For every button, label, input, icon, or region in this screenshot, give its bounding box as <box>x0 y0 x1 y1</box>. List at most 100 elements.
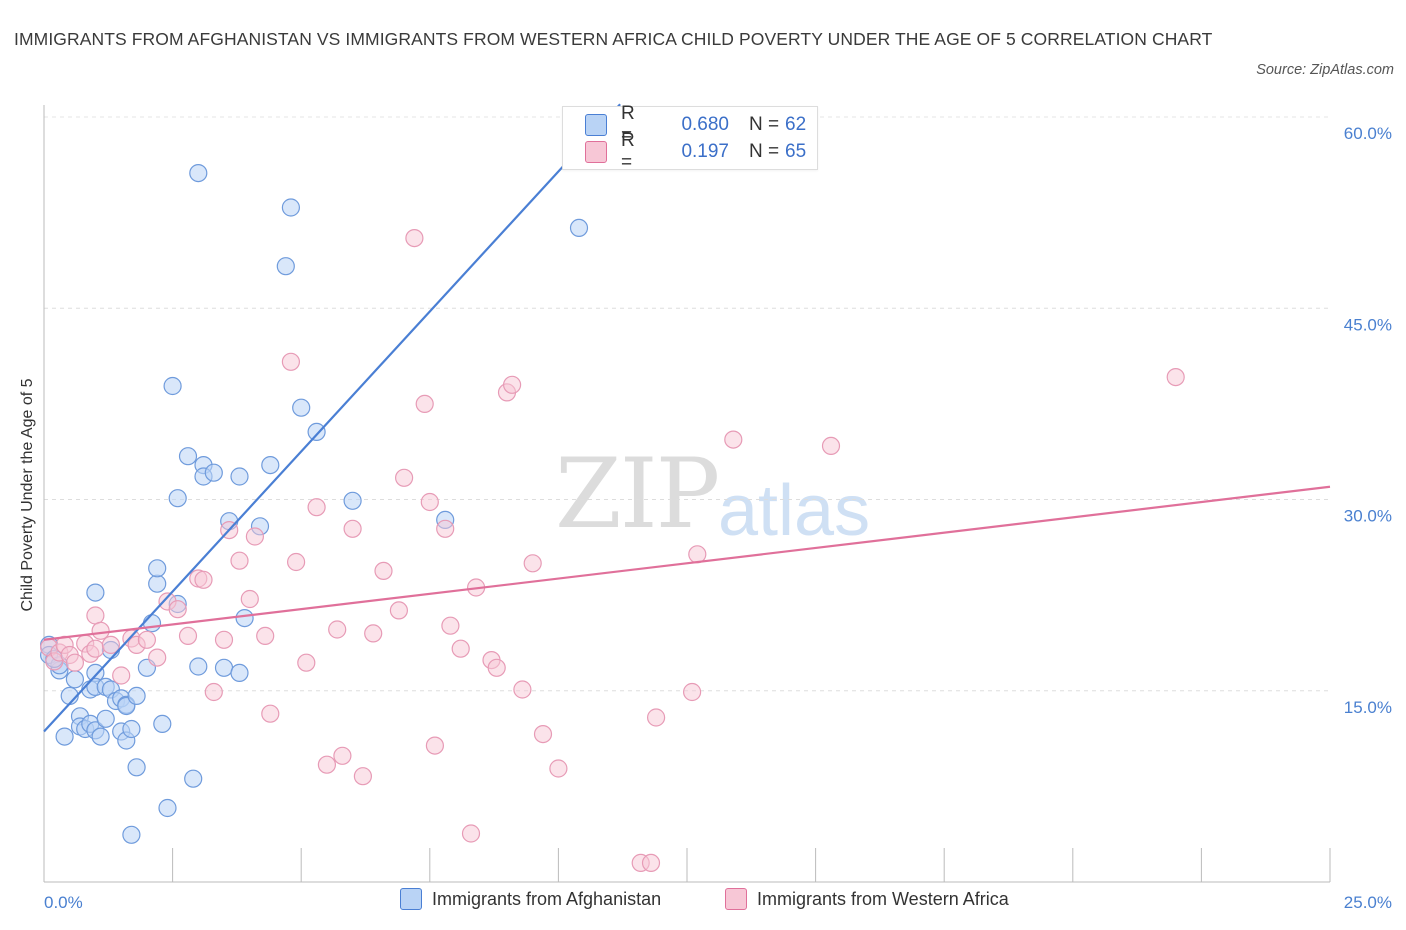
data-point <box>502 375 522 394</box>
data-point <box>142 614 162 633</box>
data-point <box>148 574 167 593</box>
data-point <box>533 724 553 744</box>
data-point <box>86 583 105 602</box>
data-point <box>389 601 408 620</box>
data-point <box>137 630 156 649</box>
legend-r-value: 0.680 <box>681 114 729 135</box>
x-tick-label: 0.0% <box>44 893 83 912</box>
data-point <box>307 422 326 441</box>
data-point <box>353 767 372 786</box>
data-point <box>168 600 187 619</box>
legend-swatch-blue <box>400 888 422 910</box>
legend-item-afghanistan: Immigrants from Afghanistan <box>400 888 661 910</box>
legend-n-label: N = <box>749 141 780 162</box>
data-point <box>343 491 362 510</box>
data-point <box>230 663 249 683</box>
data-point <box>333 746 352 765</box>
data-point <box>91 727 110 746</box>
data-point <box>55 727 74 746</box>
data-point <box>235 608 254 628</box>
y-tick-label: 60.0% <box>1344 124 1392 143</box>
trend-line <box>43 485 1331 641</box>
data-point <box>569 218 589 237</box>
data-point <box>420 492 439 512</box>
data-point <box>189 164 208 183</box>
data-point <box>86 639 105 658</box>
data-point <box>1166 368 1185 387</box>
trend-line <box>43 103 621 733</box>
data-point <box>65 653 85 672</box>
data-point <box>163 376 182 396</box>
legend-swatch-pink <box>585 141 607 163</box>
data-point <box>127 758 146 777</box>
data-point <box>189 657 208 676</box>
data-point <box>256 626 275 646</box>
x-tick-label: 25.0% <box>1344 893 1392 912</box>
data-point <box>364 624 383 643</box>
data-point <box>328 620 347 639</box>
legend-r-label: R = <box>621 103 635 146</box>
watermark-zip: ZIP <box>555 438 720 550</box>
data-point <box>214 630 234 649</box>
legend-r-value: 0.197 <box>681 141 729 162</box>
data-point <box>395 468 414 487</box>
data-point <box>281 198 300 217</box>
data-point <box>96 709 115 728</box>
data-point <box>549 759 568 778</box>
data-point <box>297 653 316 672</box>
data-point <box>153 714 172 734</box>
data-point <box>374 561 393 581</box>
data-point <box>461 824 481 843</box>
data-point <box>287 552 306 572</box>
series-legend: Immigrants from Afghanistan Immigrants f… <box>0 888 1406 916</box>
data-point <box>441 616 460 635</box>
data-point <box>261 704 280 723</box>
legend-label-western-africa: Immigrants from Western Africa <box>757 888 1009 909</box>
data-point <box>86 606 105 625</box>
data-point <box>513 680 532 699</box>
data-point <box>214 658 234 677</box>
legend-r-label: R = <box>621 130 635 173</box>
data-point <box>487 658 506 677</box>
y-tick-label: 30.0% <box>1344 507 1392 526</box>
series-western-africa <box>39 148 1185 873</box>
source-credit: Source: ZipAtlas.com <box>1256 62 1394 78</box>
chart-title: IMMIGRANTS FROM AFGHANISTAN VS IMMIGRANT… <box>14 29 1213 49</box>
data-point <box>415 394 434 413</box>
data-point <box>127 686 146 706</box>
legend-n-value: 65 <box>785 141 807 162</box>
data-point <box>65 670 85 689</box>
data-point <box>646 708 666 727</box>
data-point <box>281 352 300 371</box>
data-point <box>436 519 455 538</box>
data-point <box>122 825 141 844</box>
data-point <box>168 489 187 508</box>
watermark-atlas: atlas <box>718 471 871 551</box>
data-point <box>307 498 326 517</box>
data-point <box>405 229 424 248</box>
data-point <box>178 626 198 646</box>
data-point <box>821 436 841 455</box>
data-point <box>240 589 259 609</box>
legend-label-afghanistan: Immigrants from Afghanistan <box>432 888 662 909</box>
data-point <box>317 755 336 774</box>
data-point <box>230 551 249 570</box>
data-point <box>230 467 249 486</box>
data-point <box>682 682 702 702</box>
data-point <box>276 257 295 276</box>
data-point <box>122 719 141 739</box>
data-point <box>194 570 213 589</box>
data-point <box>101 635 121 655</box>
data-point <box>724 430 743 449</box>
data-point <box>184 769 203 788</box>
axes <box>43 105 1331 883</box>
data-point <box>158 798 177 818</box>
trend-lines <box>43 103 1331 733</box>
data-point <box>523 554 542 573</box>
data-point <box>425 736 444 755</box>
legend-item-western-africa: Immigrants from Western Africa <box>725 888 1009 910</box>
data-point <box>148 559 167 578</box>
y-axis-label: Child Poverty Under the Age of 5 <box>19 378 36 611</box>
data-point <box>261 456 280 475</box>
